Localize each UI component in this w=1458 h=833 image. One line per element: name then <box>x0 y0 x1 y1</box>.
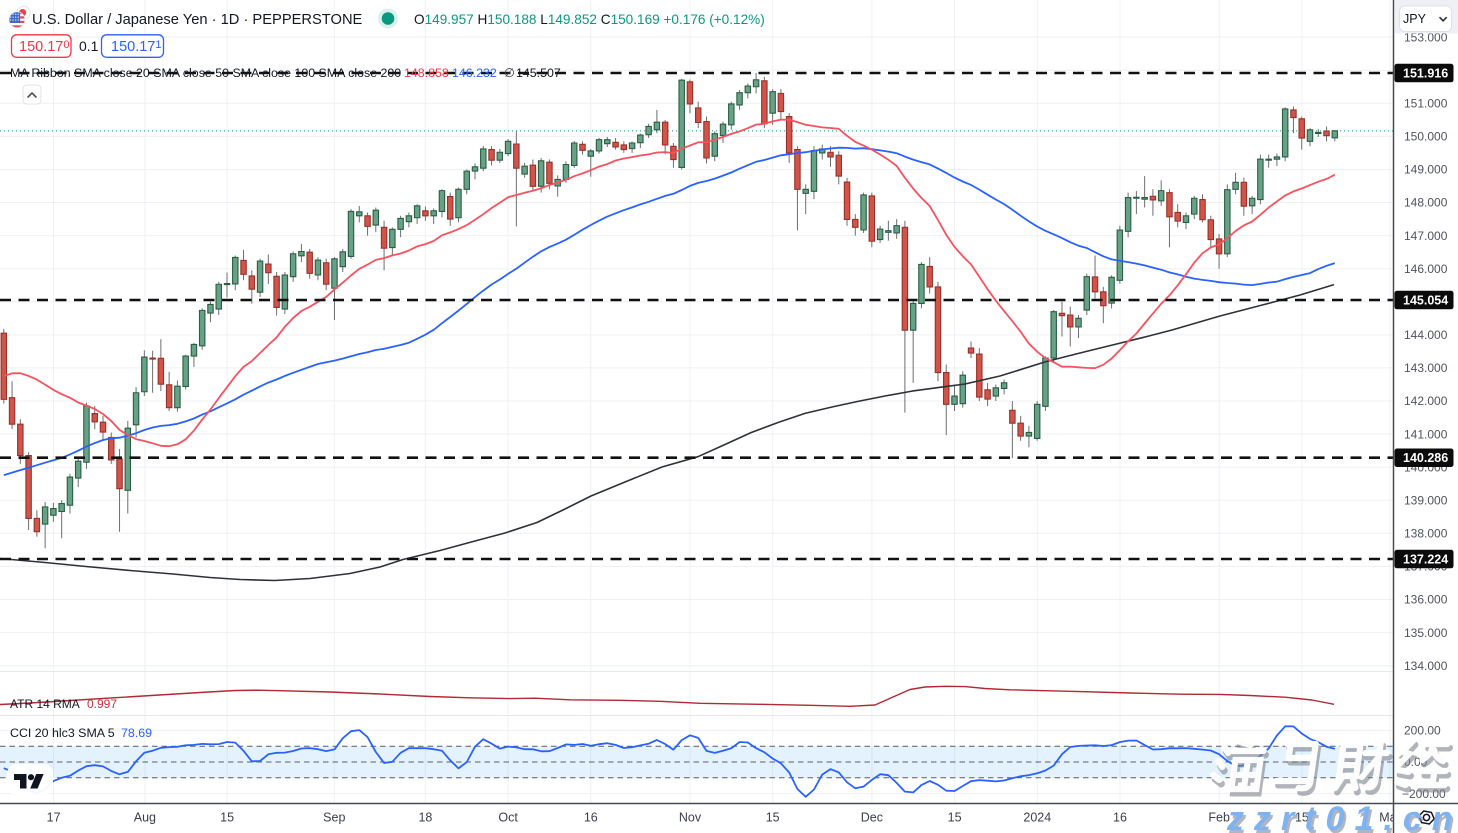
svg-text:15: 15 <box>948 811 962 825</box>
svg-text:137.224: 137.224 <box>1403 552 1448 566</box>
svg-text:134.000: 134.000 <box>1404 659 1448 673</box>
svg-text:CCI 20 hlc3 SMA 5: CCI 20 hlc3 SMA 5 <box>10 726 115 740</box>
svg-text:151.916: 151.916 <box>1403 66 1448 80</box>
svg-text:16: 16 <box>1113 811 1127 825</box>
svg-text:138.000: 138.000 <box>1404 527 1448 541</box>
svg-text:17: 17 <box>47 811 61 825</box>
svg-text:16: 16 <box>584 811 598 825</box>
svg-text:140.286: 140.286 <box>1403 451 1448 465</box>
svg-text:148.858: 148.858 <box>404 66 449 80</box>
svg-text:150.000: 150.000 <box>1404 130 1448 144</box>
svg-text:151.000: 151.000 <box>1404 97 1448 111</box>
svg-text:150.171: 150.171 <box>111 39 161 55</box>
svg-text:147.000: 147.000 <box>1404 229 1448 243</box>
svg-text:Feb: Feb <box>1208 811 1230 825</box>
svg-text:zzrt01.cn: zzrt01.cn <box>1226 800 1458 833</box>
svg-text:O149.957 H150.188 L149.852 C15: O149.957 H150.188 L149.852 C150.169 +0.1… <box>414 12 765 27</box>
svg-text:146.000: 146.000 <box>1404 262 1448 276</box>
svg-text:Aug: Aug <box>134 811 156 825</box>
svg-text:18: 18 <box>418 811 432 825</box>
svg-text:148.000: 148.000 <box>1404 196 1448 210</box>
svg-text:136.000: 136.000 <box>1404 593 1448 607</box>
svg-text:153.000: 153.000 <box>1404 30 1448 44</box>
svg-text:Nov: Nov <box>679 811 702 825</box>
svg-text:144.000: 144.000 <box>1404 328 1448 342</box>
svg-text:JPY: JPY <box>1403 12 1427 26</box>
svg-text:15: 15 <box>1295 811 1309 825</box>
svg-text:150.170: 150.170 <box>19 39 69 55</box>
svg-text:142.000: 142.000 <box>1404 394 1448 408</box>
svg-text:Dec: Dec <box>861 811 883 825</box>
svg-text:MA Ribbon SMA close 20 SMA clo: MA Ribbon SMA close 20 SMA close 50 SMA … <box>10 66 401 80</box>
svg-text:15: 15 <box>220 811 234 825</box>
svg-text:ATR 14 RMA: ATR 14 RMA <box>10 697 80 711</box>
svg-text:Oct: Oct <box>498 811 518 825</box>
svg-text:149.000: 149.000 <box>1404 163 1448 177</box>
svg-text:200.00: 200.00 <box>1404 724 1441 738</box>
svg-text:146.232: 146.232 <box>452 66 497 80</box>
svg-text:145.507: 145.507 <box>516 66 561 80</box>
svg-text:135.000: 135.000 <box>1404 626 1448 640</box>
svg-text:139.000: 139.000 <box>1404 494 1448 508</box>
svg-text:U.S. Dollar / Japanese Yen · 1: U.S. Dollar / Japanese Yen · 1D · PEPPER… <box>32 12 363 28</box>
svg-text:0.997: 0.997 <box>87 697 117 711</box>
svg-text:0.1: 0.1 <box>79 38 99 54</box>
svg-text:∅: ∅ <box>504 66 515 80</box>
svg-text:141.000: 141.000 <box>1404 427 1448 441</box>
svg-text:Sep: Sep <box>323 811 345 825</box>
svg-text:2024: 2024 <box>1023 811 1051 825</box>
svg-text:zzrt01.cn: zzrt01.cn <box>1228 803 1458 833</box>
svg-text:Mar: Mar <box>1379 811 1401 825</box>
svg-text:145.054: 145.054 <box>1403 293 1448 307</box>
svg-text:78.69: 78.69 <box>121 726 152 740</box>
svg-text:143.000: 143.000 <box>1404 361 1448 375</box>
svg-text:15: 15 <box>766 811 780 825</box>
